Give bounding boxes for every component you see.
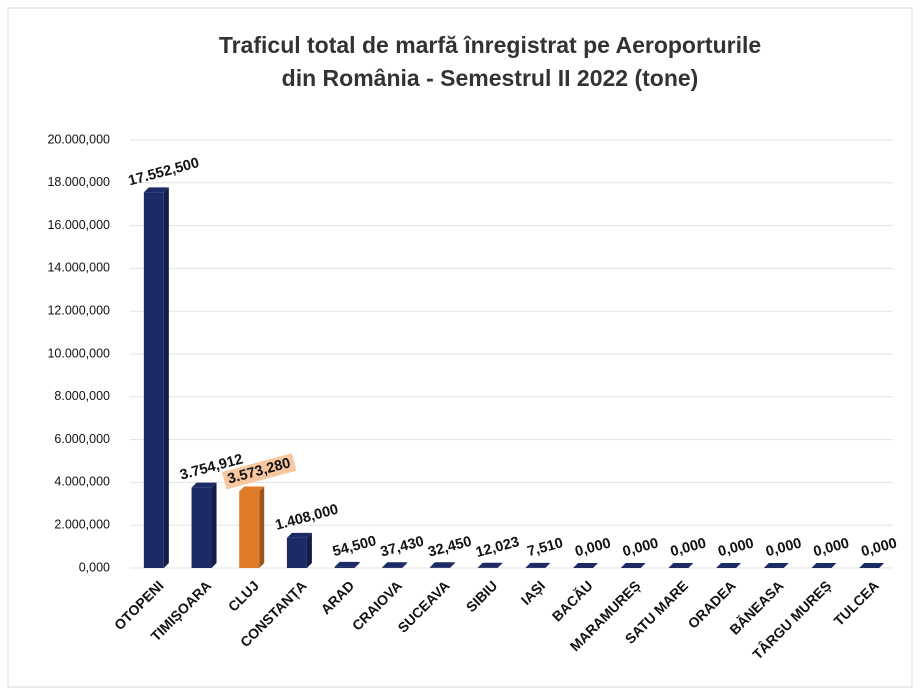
bar bbox=[143, 187, 169, 568]
data-label-highlight bbox=[221, 453, 297, 490]
bar-side bbox=[402, 562, 408, 568]
bar bbox=[191, 482, 217, 568]
bar bbox=[811, 563, 837, 568]
bar bbox=[668, 563, 694, 568]
bar-top bbox=[620, 563, 646, 568]
bar-top bbox=[191, 482, 217, 488]
bar-top bbox=[763, 563, 789, 568]
bar bbox=[477, 562, 503, 568]
bar-side bbox=[497, 562, 503, 568]
chart-title: Traficul total de marfă înregistrat pe A… bbox=[219, 32, 761, 58]
bar-top bbox=[334, 561, 360, 567]
y-tick-label: 20.000,000 bbox=[47, 132, 110, 146]
bar bbox=[334, 561, 360, 568]
y-tick-label: 8.000,000 bbox=[54, 389, 110, 403]
bar bbox=[763, 563, 789, 568]
y-tick-label: 6.000,000 bbox=[54, 432, 110, 446]
bar bbox=[620, 563, 646, 568]
bar bbox=[429, 562, 455, 568]
bar bbox=[859, 563, 885, 568]
bar bbox=[573, 563, 599, 568]
bar-side bbox=[306, 532, 312, 568]
y-tick-label: 2.000,000 bbox=[54, 517, 110, 531]
y-tick-label: 18.000,000 bbox=[47, 175, 110, 189]
bar-top bbox=[859, 563, 885, 568]
bar-side bbox=[449, 562, 455, 568]
bar-side bbox=[545, 562, 551, 568]
bar-front bbox=[143, 192, 164, 568]
bar-top bbox=[811, 563, 837, 568]
bar-front bbox=[286, 537, 307, 568]
bar-front bbox=[239, 491, 260, 568]
bar bbox=[525, 562, 551, 568]
bar-front bbox=[429, 567, 450, 568]
bar-side bbox=[211, 482, 217, 568]
y-tick-label: 10.000,000 bbox=[47, 346, 110, 360]
bar-side bbox=[163, 187, 169, 568]
bar-top bbox=[286, 532, 312, 538]
y-tick-label: 0,000 bbox=[79, 560, 110, 574]
y-tick-label: 12.000,000 bbox=[47, 303, 110, 317]
bar-top bbox=[429, 562, 455, 568]
bar-front bbox=[382, 567, 403, 568]
bar-side bbox=[259, 486, 265, 568]
bar bbox=[382, 562, 408, 568]
bar-top bbox=[573, 563, 599, 568]
bar-top bbox=[477, 562, 503, 568]
y-tick-label: 4.000,000 bbox=[54, 475, 110, 489]
bar bbox=[286, 532, 312, 568]
bar-top bbox=[382, 562, 408, 568]
bar bbox=[716, 563, 742, 568]
bar-top bbox=[239, 486, 265, 492]
bar-top bbox=[143, 187, 169, 193]
bar-top bbox=[525, 562, 551, 568]
y-tick-label: 14.000,000 bbox=[47, 261, 110, 275]
bar-top bbox=[668, 563, 694, 568]
bar-top bbox=[716, 563, 742, 568]
bar-side bbox=[354, 561, 360, 568]
bar-front bbox=[191, 487, 212, 568]
chart-title: din România - Semestrul II 2022 (tone) bbox=[282, 65, 699, 91]
y-tick-label: 16.000,000 bbox=[47, 218, 110, 232]
bar bbox=[239, 486, 265, 568]
bar-front bbox=[334, 566, 355, 568]
